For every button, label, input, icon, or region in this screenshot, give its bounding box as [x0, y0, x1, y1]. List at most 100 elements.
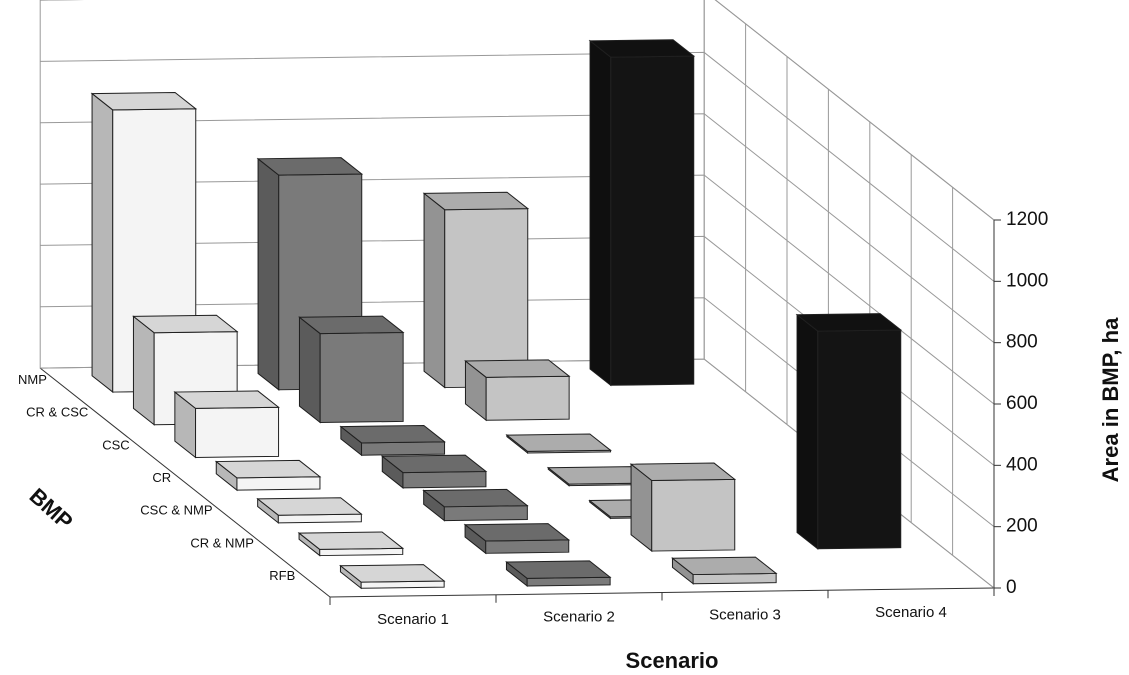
x-axis-title: Scenario — [626, 648, 719, 673]
bar — [795, 313, 903, 550]
bar — [505, 560, 612, 588]
bar-top — [838, 564, 942, 581]
bar-top-shade — [548, 466, 652, 485]
bar-front — [443, 505, 528, 522]
bar — [629, 462, 737, 553]
bar-top-shade — [673, 433, 777, 450]
y-tick-label: 1000 — [1006, 270, 1048, 291]
bar-top-shade — [92, 92, 196, 110]
bar — [173, 390, 280, 459]
y-tick-label: 0 — [1006, 577, 1017, 598]
bar-side-shade — [672, 558, 694, 584]
bar-front — [610, 55, 695, 386]
depth-tick-label: NMP — [18, 372, 47, 387]
bar-top-shade — [631, 463, 735, 481]
bar — [214, 459, 322, 492]
bar-front — [651, 478, 736, 552]
bar-side-shade — [631, 402, 652, 418]
x-tick-label: Scenario 3 — [709, 606, 781, 623]
bar-top — [214, 459, 322, 479]
bar-side — [673, 434, 694, 450]
grid-line — [40, 113, 995, 344]
depth-tick-label: CR — [152, 470, 171, 485]
bar-front — [319, 331, 404, 424]
bar — [673, 433, 777, 450]
bar-top — [422, 191, 530, 211]
bar-side-shade — [174, 392, 196, 458]
bar-top — [132, 314, 239, 334]
bar-top-shade — [174, 390, 279, 409]
bar-top-shade — [382, 455, 486, 473]
bar-top — [297, 531, 405, 550]
x-tick-label: Scenario 1 — [377, 611, 449, 628]
bar-front — [402, 470, 487, 489]
bar-side-shade — [631, 464, 652, 552]
bar-front — [859, 580, 942, 581]
bar-top-shade — [258, 157, 362, 176]
depth-tick-label: CR & NMP — [190, 535, 254, 550]
bar-front — [817, 329, 902, 550]
bar-top-shade — [424, 192, 528, 210]
bar-top-shade — [631, 401, 735, 418]
bar-top-shade — [340, 564, 445, 583]
bar-side — [756, 500, 777, 516]
depth-tick-label: CR & CSC — [26, 405, 88, 420]
bar — [463, 523, 571, 555]
bar-top — [673, 433, 777, 450]
bar-top — [173, 390, 280, 409]
bar-top — [256, 497, 363, 516]
bar — [339, 564, 446, 590]
y-tick-label: 400 — [1006, 454, 1038, 475]
bar — [297, 531, 405, 557]
y-tick-label: 1200 — [1006, 209, 1048, 230]
bar-front — [485, 539, 570, 554]
bar — [505, 433, 612, 454]
bar-top — [339, 424, 446, 444]
bar-front — [236, 476, 321, 491]
bar-top-shade — [838, 564, 942, 581]
bar-top-shade — [423, 489, 528, 507]
floor-left-edge — [39, 367, 331, 598]
bar-top — [795, 313, 903, 332]
x-tick-label: Scenario 4 — [875, 604, 947, 621]
bar-side-shade — [340, 565, 362, 589]
y-axis-title: Area in BMP, ha — [1098, 317, 1123, 482]
bar-top-shade — [797, 313, 901, 332]
bar-front — [195, 406, 280, 458]
depth-tick-label: CSC — [102, 437, 129, 452]
bar-side — [838, 565, 859, 581]
bar-side-shade — [465, 360, 487, 421]
bar-top-shade — [506, 560, 611, 579]
bar-top — [463, 523, 571, 542]
bar-side-shade — [506, 561, 528, 587]
bar-top — [505, 433, 612, 452]
bar-side-shade — [133, 316, 155, 425]
bar-side-shade — [340, 426, 362, 456]
y-tick-label: 600 — [1006, 393, 1038, 414]
bar-side-shade — [299, 317, 321, 423]
bar — [339, 424, 446, 457]
bar-side-shade — [299, 533, 320, 556]
bar-side-shade — [423, 490, 445, 521]
bar — [298, 315, 405, 424]
bar-side-shade — [92, 93, 113, 393]
bar-top-shade — [506, 433, 611, 452]
bar-side-shade — [756, 500, 777, 516]
grid-line — [40, 51, 995, 282]
bar — [838, 564, 942, 581]
bar-top — [90, 91, 198, 111]
bar-top — [671, 556, 778, 576]
bar-top — [629, 462, 737, 482]
bar — [380, 454, 488, 489]
y-tick-label: 800 — [1006, 332, 1038, 353]
bar-side-shade — [590, 40, 611, 386]
bar-top — [298, 315, 405, 335]
depth-tick-label: RFB — [269, 568, 295, 583]
bar-front — [692, 572, 777, 585]
bar-top — [588, 39, 696, 58]
bar-top — [464, 359, 571, 378]
bar — [422, 191, 530, 389]
x-tick-label: Scenario 2 — [543, 609, 615, 626]
bar-front — [485, 375, 570, 421]
